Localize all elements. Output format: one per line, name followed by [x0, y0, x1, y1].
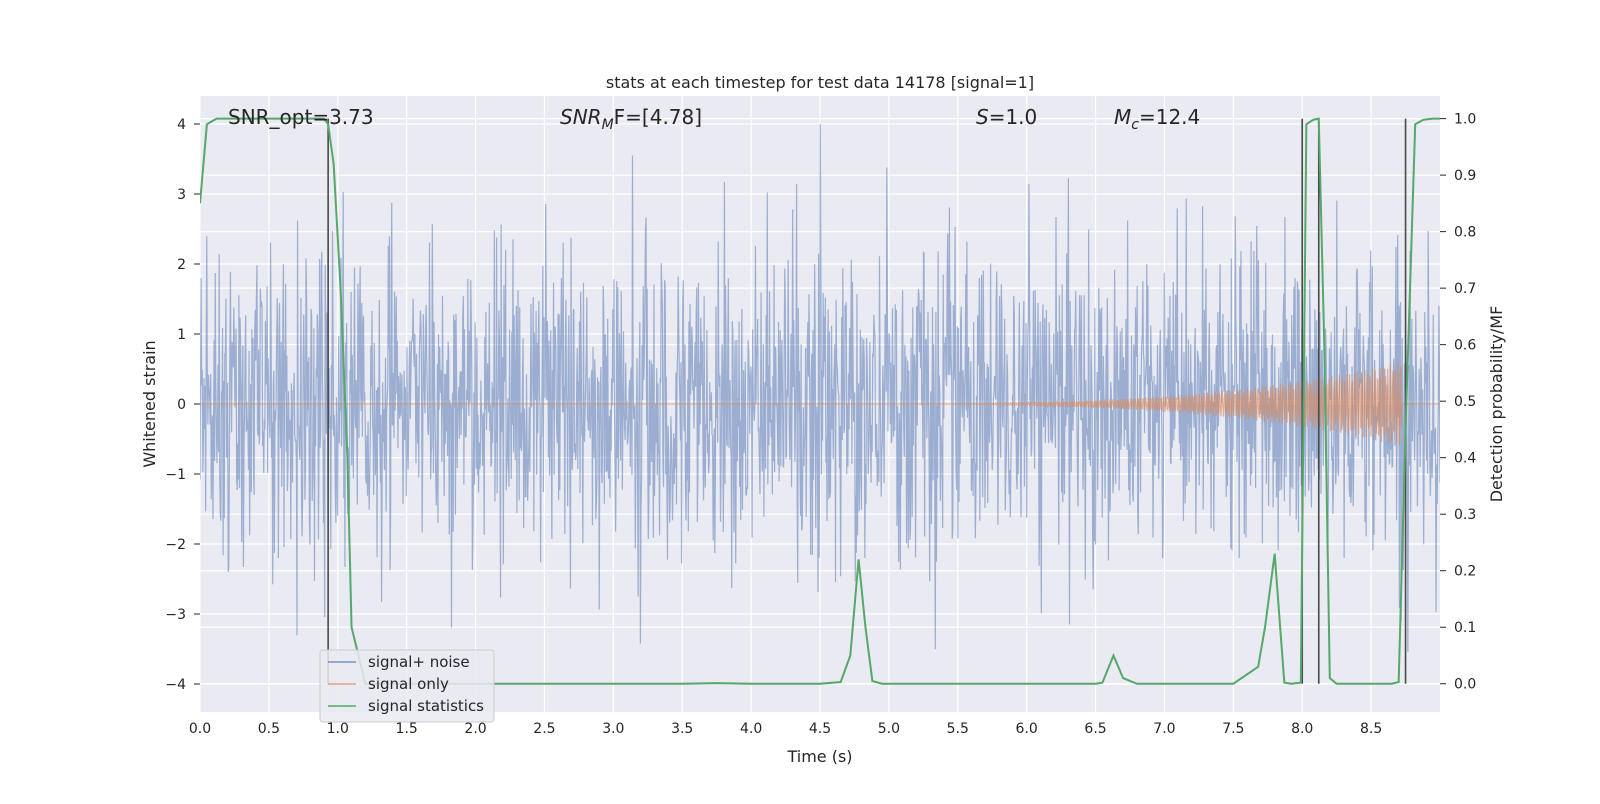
x-tick-label: 8.0: [1291, 721, 1313, 737]
y-right-tick-label: 0.6: [1454, 338, 1476, 354]
annotation-s-rest: =1.0: [989, 105, 1038, 129]
x-tick-label: 7.0: [1153, 721, 1175, 737]
legend-box: [319, 649, 495, 723]
annotation-mc-var: M: [1114, 105, 1131, 129]
signal-only-line: [200, 362, 1440, 445]
y-left-tick-label: 2: [177, 257, 186, 273]
legend-label-signal-only: signal only: [368, 675, 449, 693]
x-axis-ticks: 0.0 0.5 1.0 1.5 2.0 2.5 3.0 3.5 4.0 4.5 5.0 5.5 6.0 6…: [189, 721, 1382, 737]
legend-label-signal-plus-noise: signal+ noise: [368, 653, 470, 671]
legend: signal+ noise signal only signal statist…: [319, 649, 495, 723]
signal-statistics-line: [200, 117, 1440, 685]
annotation-snr-mf-rest: F=[4.78]: [614, 105, 702, 129]
x-tick-label: 4.5: [809, 721, 831, 737]
series-signal-plus-noise: [200, 124, 1440, 653]
series-signal-statistics: [200, 117, 1440, 685]
x-tick-label: 7.5: [1222, 721, 1244, 737]
x-tick-label: 3.5: [671, 721, 693, 737]
y-left-tick-label: −3: [165, 607, 186, 623]
series-layer: [200, 117, 1440, 685]
y-right-tick-label: 0.2: [1454, 564, 1476, 580]
annotation-mc-rest: =12.4: [1139, 105, 1200, 129]
y-right-tick-label: 0.4: [1454, 451, 1476, 467]
x-tick-label: 1.0: [327, 721, 349, 737]
annotation-snr-mf: SNRMF=[4.78]: [560, 105, 702, 133]
x-tick-label: 0.5: [258, 721, 280, 737]
y-axis-left-ticks: −4 −3 −2 −1 0 1 2 3 4: [165, 117, 200, 693]
x-tick-label: 6.0: [1016, 721, 1038, 737]
x-tick-label: 6.5: [1084, 721, 1106, 737]
y-left-tick-label: 1: [177, 327, 186, 343]
y-right-tick-label: 0.0: [1454, 677, 1476, 693]
y-right-tick-label: 0.3: [1454, 507, 1476, 523]
annotation-snr-opt: SNR_opt=3.73: [228, 105, 374, 129]
y-left-tick-label: 3: [177, 187, 186, 203]
chart-title: stats at each timestep for test data 141…: [606, 73, 1034, 92]
y-left-tick-label: 4: [177, 117, 186, 133]
y-right-tick-label: 0.8: [1454, 225, 1476, 241]
y-left-tick-label: −2: [165, 537, 186, 553]
y-right-tick-label: 1.0: [1454, 112, 1476, 128]
y-right-tick-label: 0.5: [1454, 394, 1476, 410]
legend-label-signal-statistics: signal statistics: [368, 697, 484, 715]
y-right-tick-label: 0.9: [1454, 168, 1476, 184]
x-axis-label: Time (s): [786, 747, 852, 766]
annotation-mc: Mc=12.4: [1114, 105, 1200, 133]
x-tick-label: 5.0: [878, 721, 900, 737]
annotation-s-var: S: [976, 105, 989, 129]
y-left-tick-label: 0: [177, 397, 186, 413]
x-tick-label: 5.5: [947, 721, 969, 737]
x-tick-label: 1.5: [396, 721, 418, 737]
annotation-snr-mf-main: SNR: [560, 105, 602, 129]
y-axis-left-label: Whitened strain: [140, 340, 159, 467]
y-axis-right-ticks: 0.0 0.1 0.2 0.3 0.4 0.5 0.6 0.7 0.8 0.9 1.0: [1440, 112, 1476, 693]
annotation-mc-sub: c: [1131, 117, 1139, 133]
annotation-snr-mf-sub: M: [602, 117, 614, 133]
y-left-tick-label: −1: [165, 467, 186, 483]
x-tick-label: 3.0: [602, 721, 624, 737]
x-tick-label: 0.0: [189, 721, 211, 737]
x-tick-label: 2.5: [533, 721, 555, 737]
x-tick-label: 4.0: [740, 721, 762, 737]
y-left-tick-label: −4: [165, 677, 186, 693]
x-tick-label: 2.0: [464, 721, 486, 737]
series-signal-only: [200, 362, 1440, 445]
y-axis-right-label: Detection probability/MF: [1487, 306, 1506, 503]
annotation-s: S=1.0: [976, 105, 1037, 129]
y-right-tick-label: 0.1: [1454, 620, 1476, 636]
noise-line: [200, 124, 1440, 653]
y-right-tick-label: 0.7: [1454, 281, 1476, 297]
x-tick-label: 8.5: [1360, 721, 1382, 737]
